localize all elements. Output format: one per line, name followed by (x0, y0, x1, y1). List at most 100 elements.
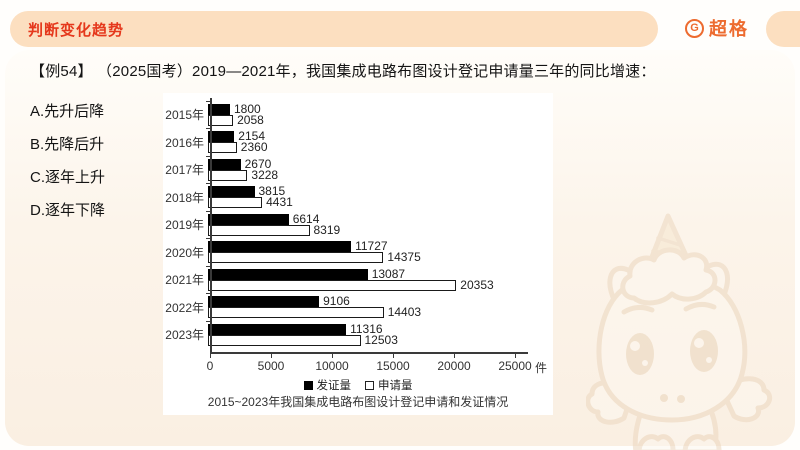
applied-bar (208, 252, 384, 263)
bar-value-label: 3228 (251, 167, 279, 182)
bar-value-label: 2154 (238, 129, 265, 143)
issued-bar-line: 13087 (208, 268, 553, 280)
bar-value-label: 12503 (364, 332, 398, 347)
bar-value-label: 2360 (240, 140, 268, 154)
issued-bar-line: 2154 (208, 129, 553, 143)
bar-value-label: 6614 (292, 211, 320, 226)
bar-value-label: 2670 (244, 156, 272, 171)
x-tick-mark (332, 353, 333, 358)
header-pill-right (766, 11, 800, 47)
issued-bar (208, 296, 320, 307)
bar-value-label: 9106 (323, 294, 350, 308)
applied-bar (208, 142, 237, 153)
chart-row: 2022年 9106 14403 (163, 293, 553, 322)
chart-title: 2015~2023年我国集成电路布图设计登记申请和发证情况 (207, 395, 509, 409)
bar-value-label: 8319 (313, 222, 341, 237)
unicorn-mascot-watermark (585, 206, 798, 450)
bar-group: 6614 8319 (208, 211, 553, 236)
bar-group: 9106 14403 (208, 294, 553, 318)
options-list: A.先升后降 B.先降后升 C.逐年上升 D.逐年下降 (30, 95, 105, 227)
bar-value-label: 3815 (258, 184, 286, 198)
legend-item-issued: 发证量 (303, 377, 352, 393)
issued-bar (208, 103, 230, 115)
applied-bar (208, 279, 457, 291)
legend-swatch-issued (303, 380, 313, 390)
year-label: 2022年 (165, 300, 204, 315)
brand-g-icon: G (685, 18, 704, 38)
bar-value-label: 4431 (266, 195, 293, 209)
bar-value-label: 14375 (387, 250, 421, 264)
applied-bar-line: 2360 (208, 140, 553, 154)
applied-bar (208, 197, 263, 208)
bar-chart: 2015年 1800 2058 2016年 2154 2360 2017年 2670 3228 2… (163, 93, 553, 415)
x-axis-unit: 件 (535, 361, 548, 375)
bar-group: 2670 3228 (208, 156, 553, 181)
issued-bar (208, 158, 241, 170)
bar-group: 1800 2058 (208, 101, 553, 126)
bar-group: 11727 14375 (208, 239, 553, 264)
applied-bar-line: 14375 (208, 250, 553, 264)
issued-bar-line: 11727 (208, 240, 553, 252)
bar-group: 3815 4431 (208, 184, 553, 209)
chart-row: 2020年 11727 14375 (163, 238, 553, 267)
option-c: C.逐年上升 (30, 169, 106, 186)
year-label: 2021年 (165, 273, 204, 288)
chart-row: 2015年 1800 2058 (163, 100, 553, 129)
applied-bar-line: 12503 (208, 332, 553, 347)
chart-row: 2019年 6614 8319 (163, 210, 553, 239)
legend-label: 发证量 (316, 380, 352, 392)
applied-bar-line: 3228 (208, 167, 553, 182)
issued-bar (208, 268, 368, 280)
applied-bar-line: 14403 (208, 306, 553, 318)
chart-row: 2018年 3815 4431 (163, 183, 553, 212)
x-tick-mark (210, 353, 211, 358)
bar-group: 13087 20353 (208, 266, 553, 291)
x-axis-line (210, 352, 528, 354)
year-label: 2019年 (165, 218, 204, 233)
applied-bar (208, 334, 361, 346)
brand-name: 超格 (709, 19, 749, 39)
x-tick-mark (393, 353, 394, 358)
mascot-mane (620, 247, 718, 306)
chart-rows: 2015年 1800 2058 2016年 2154 2360 2017年 2670 3228 2… (163, 100, 553, 349)
issued-bar-line: 11316 (208, 321, 553, 336)
question-text: 【例54】 （2025国考）2019—2021年，我国集成电路布图设计登记申请量… (30, 63, 656, 80)
y-axis-line (210, 98, 212, 353)
legend-item-applied: 申请量 (365, 377, 413, 393)
bar-value-label: 1800 (234, 101, 261, 116)
applied-bar (208, 114, 234, 126)
year-label: 2016年 (165, 135, 204, 150)
year-label: 2015年 (165, 108, 204, 123)
option-a: A.先升后降 (30, 103, 105, 120)
bar-value-label: 11316 (350, 321, 383, 336)
applied-bar-line: 2058 (208, 112, 553, 127)
x-tick-mark (271, 353, 272, 358)
mascot-foot-left (636, 434, 676, 450)
issued-bar (208, 241, 352, 252)
x-tick-label: 20000 (437, 359, 471, 373)
x-tick-label: 5000 (257, 359, 285, 373)
legend-swatch-applied (365, 380, 374, 390)
applied-bar-line: 4431 (208, 195, 553, 209)
issued-bar-line: 9106 (208, 294, 553, 308)
header-pill: 判断变化趋势 (10, 11, 658, 47)
applied-bar-line: 8319 (208, 222, 553, 237)
applied-bar (208, 169, 248, 181)
chart-row: 2021年 13087 20353 (163, 265, 553, 294)
x-tick-label: 25000 (498, 359, 532, 373)
year-label: 2023年 (165, 328, 204, 343)
chart-legend: 发证量 申请量 (163, 377, 553, 393)
year-label: 2018年 (165, 190, 204, 205)
x-tick-mark (515, 353, 516, 358)
mascot-foot-right (682, 434, 722, 450)
chart-row: 2017年 2670 3228 (163, 155, 553, 184)
chart-row: 2016年 2154 2360 (163, 128, 553, 157)
issued-bar (208, 186, 255, 197)
applied-bar-line: 20353 (208, 279, 553, 291)
option-d: D.逐年下降 (30, 202, 106, 219)
x-tick-label: 15000 (376, 359, 410, 373)
bar-value-label: 2058 (237, 112, 264, 127)
page-title: 判断变化趋势 (28, 21, 125, 39)
applied-bar (208, 224, 310, 236)
year-label: 2020年 (165, 245, 204, 260)
